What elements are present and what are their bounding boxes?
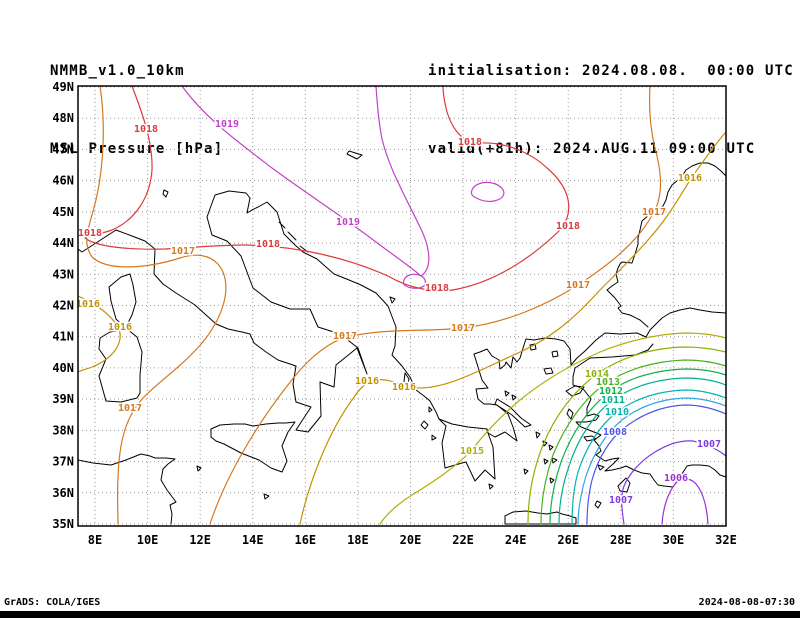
isobar-value-label: 1008 bbox=[603, 427, 627, 438]
isobar-value-label: 1018 bbox=[425, 283, 449, 294]
isobar-layer bbox=[77, 85, 727, 525]
isobar-value-label: 1019 bbox=[215, 119, 239, 130]
lat-tick-label: 48N bbox=[52, 111, 74, 125]
lon-tick-label: 10E bbox=[137, 533, 159, 547]
isobar-value-label: 1016 bbox=[76, 299, 100, 310]
lat-tick-label: 41N bbox=[52, 330, 74, 344]
isobar-label-layer: 1019 1019 1018 1018 1018 1018 1018 1018 1017 1017… bbox=[74, 118, 722, 508]
lat-tick-label: 49N bbox=[52, 80, 74, 94]
header-right: initialisation: 2024.08.08. 00:00 UTC va… bbox=[428, 6, 794, 214]
isobar-value-label: 1018 bbox=[458, 137, 482, 148]
isobar-value-label: 1012 bbox=[599, 386, 623, 397]
isobar-value-label: 1007 bbox=[697, 439, 721, 450]
lon-tick-label: 32E bbox=[715, 533, 737, 547]
lat-tick-label: 45N bbox=[52, 205, 74, 219]
isobar-value-label: 1013 bbox=[596, 377, 620, 388]
lat-tick-label: 42N bbox=[52, 298, 74, 312]
lon-tick-label: 30E bbox=[663, 533, 685, 547]
lon-tick-label: 12E bbox=[189, 533, 211, 547]
isobar-value-label: 1017 bbox=[333, 331, 357, 342]
lat-tick-label: 38N bbox=[52, 423, 74, 437]
model-title: NMMB_v1.0_10km bbox=[50, 63, 185, 79]
isobar-value-label: 1016 bbox=[392, 382, 416, 393]
isobar-value-label: 1018 bbox=[556, 221, 580, 232]
bottom-black-bar bbox=[0, 611, 800, 618]
isobar-value-label: 1014 bbox=[585, 369, 609, 380]
lon-tick-label: 20E bbox=[400, 533, 422, 547]
lat-tick-label: 43N bbox=[52, 267, 74, 281]
isobar-value-label: 1007 bbox=[609, 495, 633, 506]
grads-credit: GrADS: COLA/IGES bbox=[4, 597, 101, 608]
isobar-value-label: 1017 bbox=[642, 207, 666, 218]
lat-tick-label: 44N bbox=[52, 236, 74, 250]
isobar-value-label: 1019 bbox=[336, 217, 360, 228]
lat-tick-label: 47N bbox=[52, 142, 74, 156]
lat-tick-label: 36N bbox=[52, 486, 74, 500]
lat-tick-label: 40N bbox=[52, 361, 74, 375]
coastline-layer bbox=[77, 150, 727, 525]
isobar-value-label: 1017 bbox=[451, 323, 475, 334]
lon-tick-label: 24E bbox=[505, 533, 527, 547]
isobar-value-label: 1015 bbox=[460, 446, 484, 457]
lon-tick-label: 28E bbox=[610, 533, 632, 547]
lon-tick-label: 14E bbox=[242, 533, 264, 547]
lat-tick-label: 37N bbox=[52, 455, 74, 469]
lat-tick-label: 46N bbox=[52, 174, 74, 188]
lon-tick-label: 16E bbox=[294, 533, 316, 547]
lon-tick-label: 22E bbox=[452, 533, 474, 547]
isobar-value-label: 1018 bbox=[256, 239, 280, 250]
isobar-value-label: 1018 bbox=[78, 228, 102, 239]
isobar-value-label: 1011 bbox=[601, 395, 625, 406]
lat-tick-label: 35N bbox=[52, 517, 74, 531]
isobar-value-label: 1017 bbox=[118, 403, 142, 414]
isobar-value-label: 1018 bbox=[134, 124, 158, 135]
isobar-value-label: 1016 bbox=[355, 376, 379, 387]
map-frame bbox=[77, 85, 727, 527]
lon-tick-label: 26E bbox=[557, 533, 579, 547]
isobar-value-label: 1016 bbox=[108, 322, 132, 333]
creation-timestamp: 2024-08-08-07:30 bbox=[698, 597, 795, 608]
isobar-value-label: 1017 bbox=[171, 246, 195, 257]
axis-tick-labels: 8E 10E 12E 14E 16E 18E 20E 22E 24E 26E 28E 30E 32E 49… bbox=[52, 80, 737, 547]
lat-tick-label: 39N bbox=[52, 392, 74, 406]
isobar-value-label: 1006 bbox=[664, 473, 688, 484]
valid-time-label: valid(+81h): 2024.AUG.11 09:00 UTC bbox=[428, 141, 756, 157]
grid-layer bbox=[78, 86, 727, 526]
isobar-value-label: 1017 bbox=[566, 280, 590, 291]
isobar-value-label: 1010 bbox=[605, 407, 629, 418]
lon-tick-label: 8E bbox=[88, 533, 102, 547]
init-time-label: initialisation: 2024.08.08. 00:00 UTC bbox=[428, 63, 794, 79]
lon-tick-label: 18E bbox=[347, 533, 369, 547]
isobar-value-label: 1016 bbox=[678, 173, 702, 184]
